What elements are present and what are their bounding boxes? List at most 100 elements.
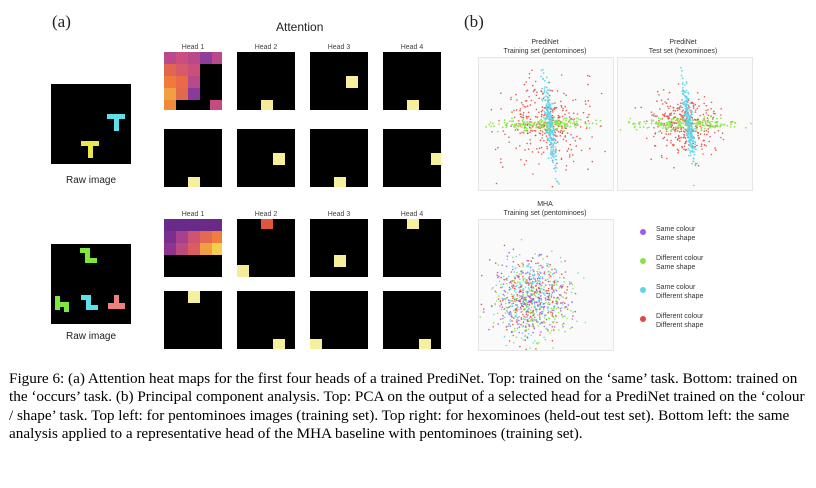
scatter-point — [565, 297, 567, 300]
scatter-point — [508, 141, 510, 143]
scatter-point — [572, 120, 575, 123]
scatter-point — [528, 280, 531, 282]
scatter-point — [550, 157, 553, 159]
scatter-point — [639, 126, 641, 129]
scatter-point — [569, 143, 571, 146]
scatter-point — [588, 75, 591, 78]
scatter-point — [536, 281, 539, 283]
scatter-point — [545, 91, 548, 94]
scatter-point — [527, 301, 530, 303]
scatter-point — [660, 154, 663, 157]
scatter-point — [716, 123, 719, 126]
scatter-point — [517, 317, 519, 319]
scatter-point — [510, 293, 513, 296]
scatter-point — [537, 122, 540, 125]
scatter-point — [676, 138, 679, 141]
scatter-point — [551, 312, 554, 314]
scatter-point — [694, 163, 697, 166]
scatter-point — [503, 121, 506, 124]
scatter-point — [750, 122, 752, 125]
scatter-point — [546, 295, 548, 298]
scatter-point — [502, 321, 504, 324]
scatter-point — [504, 290, 507, 293]
scatter-point — [699, 125, 701, 127]
scatter-point — [555, 142, 558, 144]
scatter-point — [532, 173, 534, 175]
scatter-point — [562, 109, 564, 112]
scatter-point — [507, 275, 510, 278]
scatter-point — [498, 120, 500, 122]
scatter-point — [733, 126, 736, 128]
scatter-point — [541, 125, 543, 128]
scatter-point — [527, 111, 530, 114]
scatter-point — [553, 296, 555, 299]
scatter-point — [536, 291, 538, 293]
scatter-point — [503, 308, 505, 311]
scatter-point — [558, 298, 561, 301]
scatter-point — [522, 279, 525, 282]
scatter-point — [669, 133, 672, 135]
scatter-point — [703, 130, 706, 132]
scatter-point — [542, 281, 544, 284]
scatter-point — [527, 295, 529, 297]
scatter-point — [555, 314, 557, 317]
scatter-point — [525, 348, 527, 350]
scatter-point — [588, 122, 590, 125]
scatter-point — [513, 123, 516, 126]
scatter-point — [544, 299, 547, 301]
scatter-point — [539, 311, 542, 314]
scatter-point — [520, 113, 522, 115]
scatter-point — [546, 92, 549, 95]
scatter-point — [529, 127, 532, 130]
scatter-point — [517, 264, 519, 266]
scatter-point — [562, 138, 565, 141]
scatter-point — [553, 138, 555, 140]
scatter-point — [526, 265, 528, 268]
scatter-point — [544, 297, 547, 299]
scatter-point — [514, 276, 517, 278]
scatter-point — [692, 135, 695, 138]
scatter-point — [551, 144, 554, 147]
scatter-point — [562, 301, 565, 303]
scatter-point — [512, 248, 515, 250]
scatter-point — [664, 112, 666, 115]
scatter-point — [516, 319, 518, 321]
scatter-point — [683, 100, 686, 103]
scatter-point — [552, 111, 554, 113]
scatter-point — [506, 255, 509, 257]
scatter-point — [520, 238, 523, 241]
scatter-point — [547, 115, 550, 118]
scatter-point — [520, 318, 523, 320]
scatter-point — [559, 308, 562, 310]
scatter-point — [559, 125, 561, 128]
scatter-point — [543, 125, 546, 127]
scatter-point — [553, 121, 556, 123]
scatter-point — [665, 130, 668, 133]
scatter-point — [548, 106, 551, 109]
scatter-point — [513, 289, 516, 292]
scatter-point — [693, 137, 696, 140]
scatter-point — [551, 268, 553, 271]
scatter-point — [554, 106, 556, 109]
scatter-point — [650, 158, 652, 160]
scatter-point — [508, 301, 511, 304]
scatter-point — [508, 323, 510, 325]
scatter-point — [497, 264, 500, 266]
scatter-point — [532, 298, 535, 300]
scatter-point — [551, 118, 553, 121]
scatter-point — [513, 297, 515, 299]
scatter-point — [648, 126, 650, 129]
scatter-point — [550, 311, 552, 313]
scatter-point — [507, 299, 510, 301]
scatter-point — [543, 111, 546, 113]
scatter-point — [513, 296, 515, 298]
scatter-point — [549, 152, 552, 154]
scatter-point — [538, 265, 540, 267]
scatter-point — [543, 315, 546, 317]
scatter-point — [537, 296, 539, 299]
scatter-point — [689, 129, 692, 131]
scatter-point — [531, 257, 534, 259]
scatter-point — [534, 278, 536, 280]
scatter-point — [685, 81, 688, 83]
scatter-point — [528, 278, 531, 281]
